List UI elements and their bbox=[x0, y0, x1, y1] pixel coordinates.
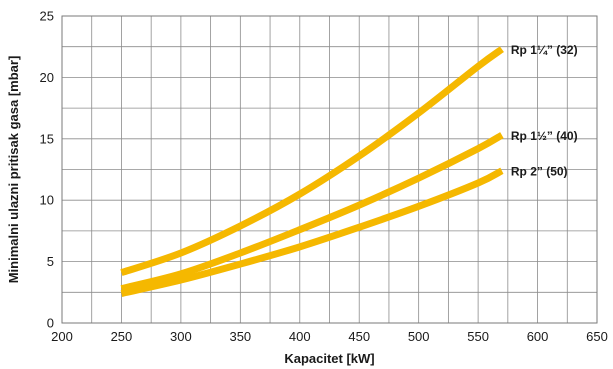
series-label-2: Rp 1½” (40) bbox=[511, 129, 578, 143]
plot-frame bbox=[61, 15, 598, 324]
series-lines bbox=[120, 46, 504, 297]
x-tick-label: 600 bbox=[527, 329, 549, 344]
y-tick-label: 25 bbox=[40, 9, 54, 24]
x-tick-label: 200 bbox=[51, 329, 73, 344]
series-line-3 bbox=[120, 167, 504, 297]
x-tick-label: 500 bbox=[408, 329, 430, 344]
x-axis-ticks: 200 250 300 350 400 450 500 550 600 650 bbox=[51, 329, 608, 344]
series-labels: Rp 1¼” (32) Rp 1½” (40) Rp 2” (50) bbox=[511, 43, 578, 179]
x-tick-label: 350 bbox=[229, 329, 251, 344]
grid bbox=[61, 15, 598, 324]
x-tick-label: 650 bbox=[586, 329, 608, 344]
y-tick-label: 10 bbox=[40, 193, 54, 208]
x-axis-title: Kapacitet [kW] bbox=[284, 351, 374, 366]
series-line-2 bbox=[120, 132, 504, 293]
series-label-1: Rp 1¼” (32) bbox=[511, 43, 578, 57]
x-tick-label: 450 bbox=[348, 329, 370, 344]
y-axis-ticks: 0 5 10 15 20 25 bbox=[40, 9, 54, 331]
y-tick-label: 5 bbox=[47, 254, 54, 269]
x-tick-label: 400 bbox=[289, 329, 311, 344]
series-label-3: Rp 2” (50) bbox=[511, 165, 568, 179]
x-tick-label: 250 bbox=[111, 329, 133, 344]
y-axis-title: Minimalni ulazni pritisak gasa [mbar] bbox=[6, 56, 21, 284]
x-tick-label: 550 bbox=[467, 329, 489, 344]
y-tick-label: 0 bbox=[47, 316, 54, 331]
y-tick-label: 15 bbox=[40, 131, 54, 146]
x-tick-label: 300 bbox=[170, 329, 192, 344]
y-tick-label: 20 bbox=[40, 70, 54, 85]
series-line-1 bbox=[120, 46, 504, 276]
